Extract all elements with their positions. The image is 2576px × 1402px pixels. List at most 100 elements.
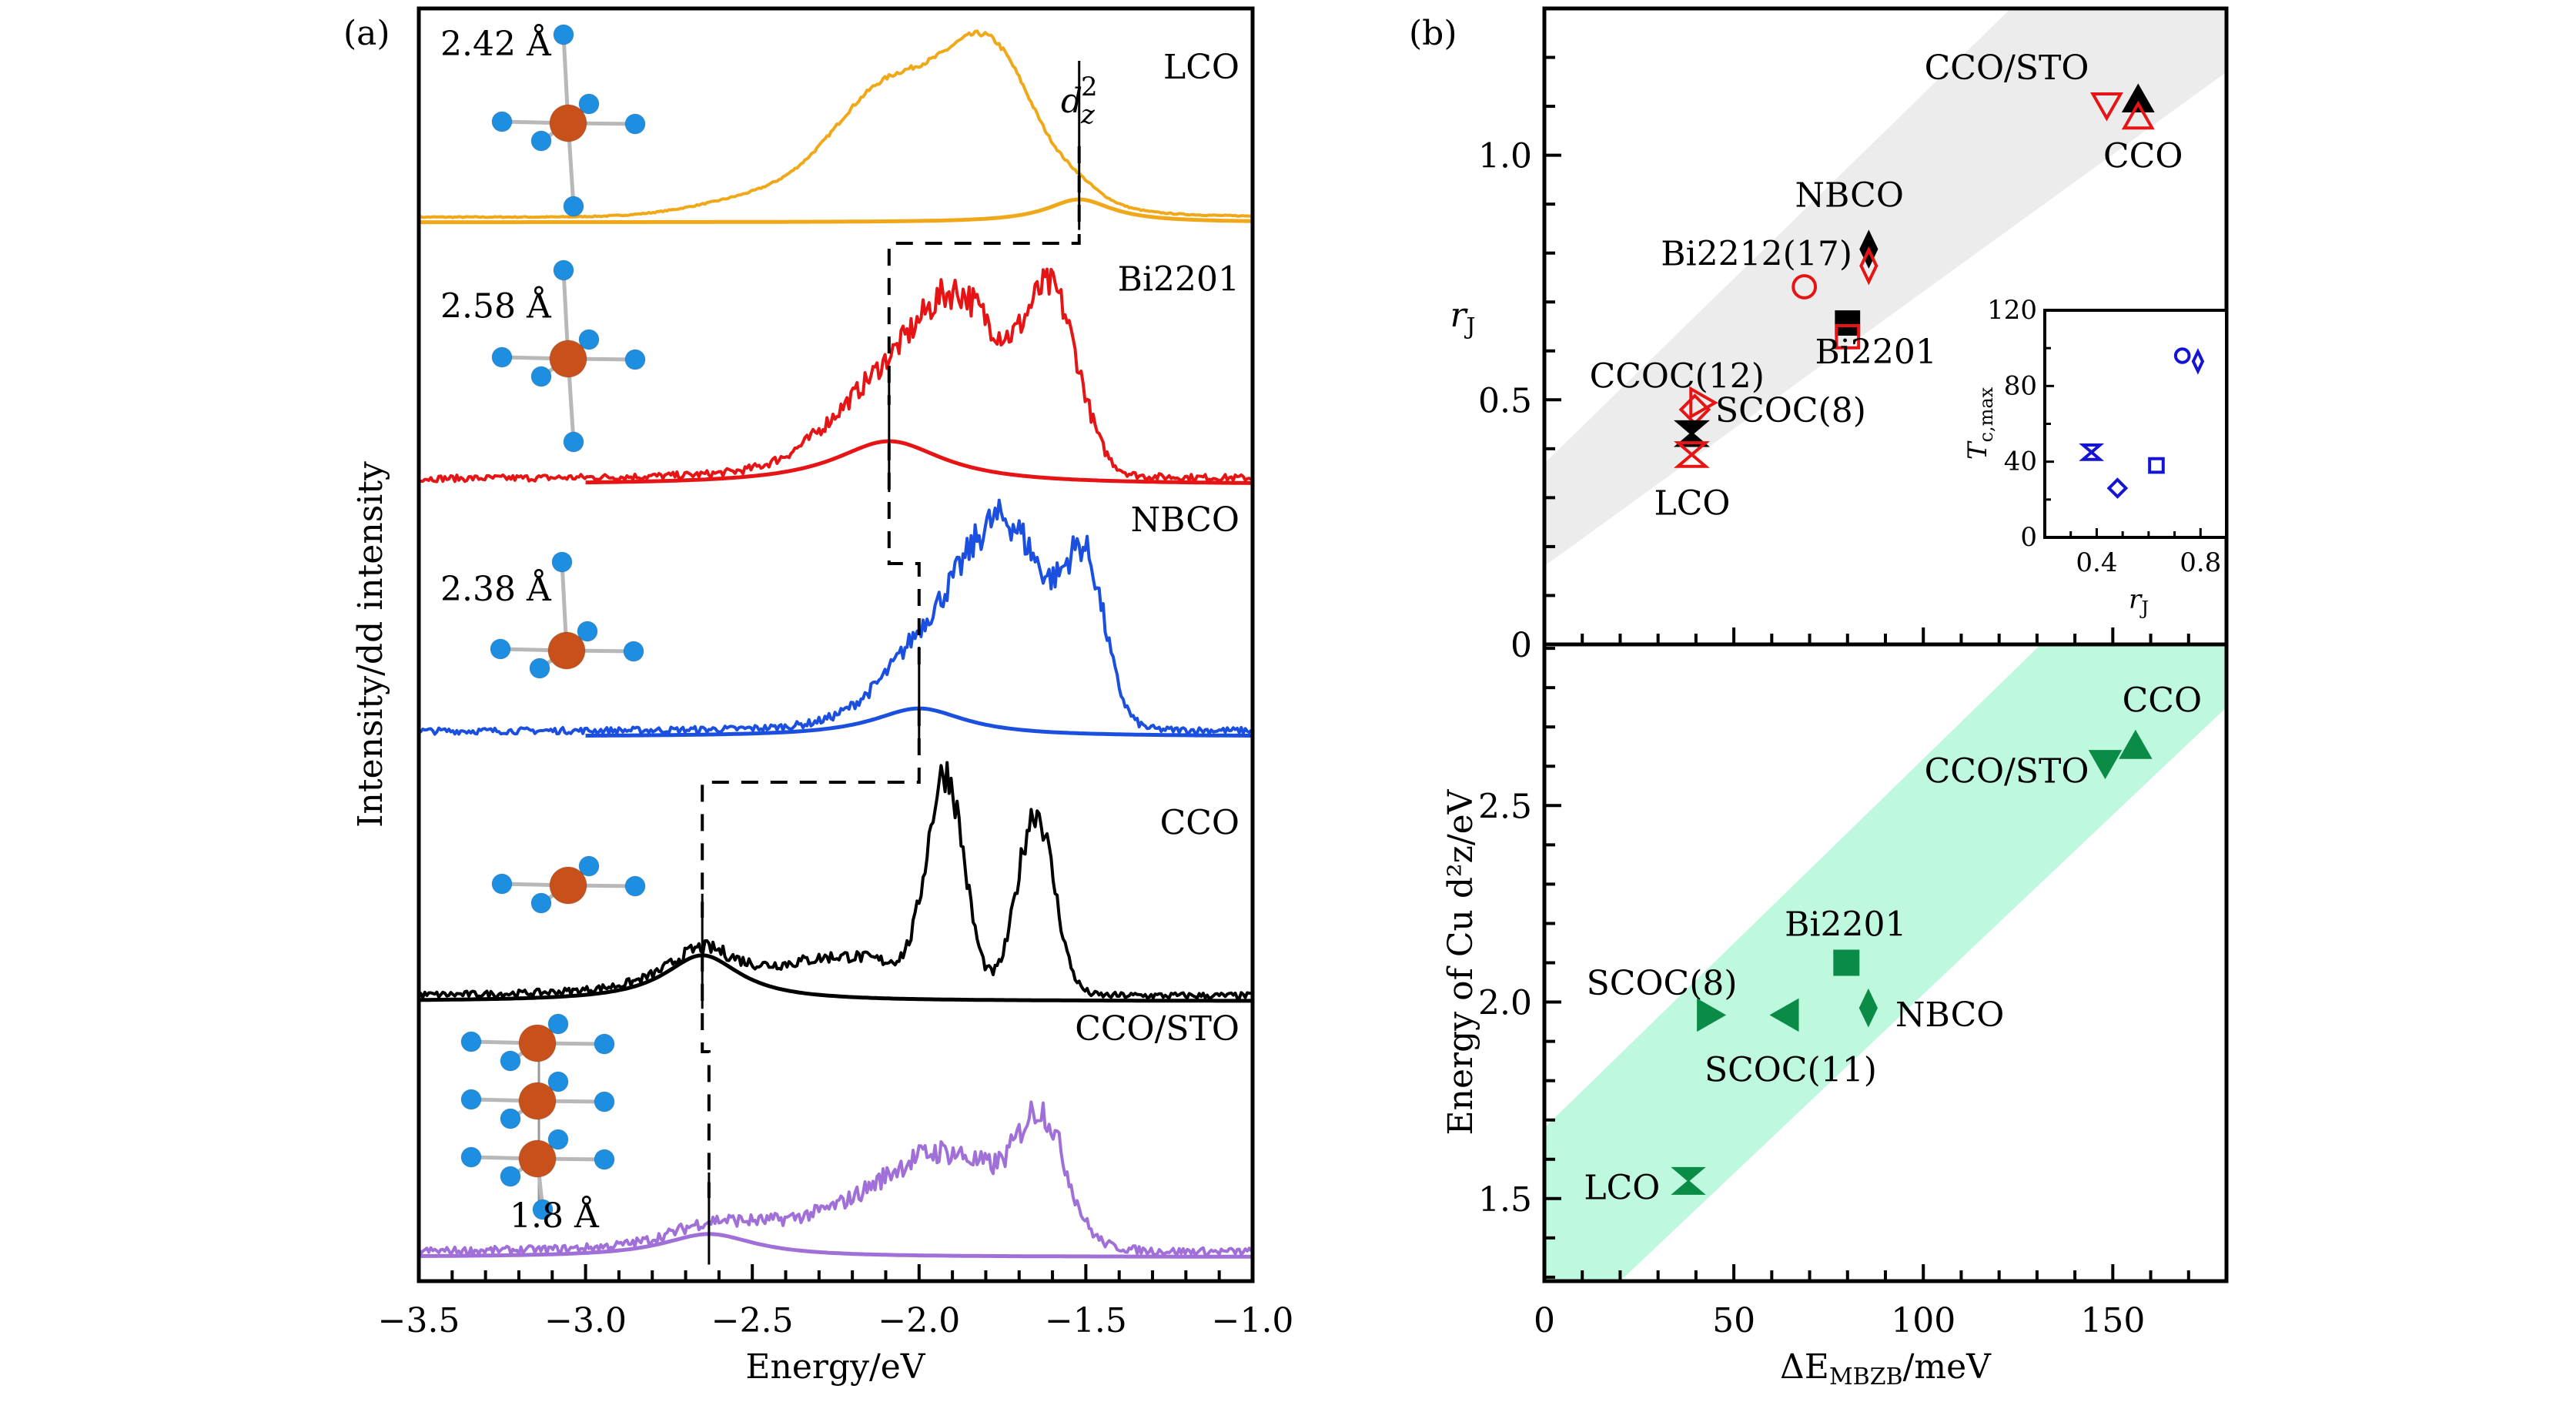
inset-x-title: rJ [2129,584,2149,619]
copper-atom [549,866,587,905]
bottom-x-title-main: ΔE [1780,1347,1829,1387]
oxygen-atom [623,641,644,662]
point-label: SCOC(8) [1587,964,1738,1003]
copper-atom [518,1024,557,1062]
oxygen-atom [553,24,574,45]
spectrum-cco [418,761,1252,1000]
top-y-title-main: r [1450,296,1468,335]
marker-tri-down [2088,750,2123,780]
dashed-guide [701,709,921,918]
structures [460,24,646,1220]
y-tick-label: 1.5 [1478,1180,1532,1220]
marker-hourglass [1674,420,1710,447]
spectrum-nbco [417,498,1253,736]
x-axis-title: Energy/eV [745,1347,925,1387]
orbital-label: d 2 z [1061,72,1098,130]
oxygen-atom [551,551,573,573]
oxygen-atom [500,1050,521,1072]
spectrum-bi2201 [418,267,1253,484]
x-axis: −3.5 −3.0 −2.5 −2.0 −1.5 −1.0 [378,1264,1293,1340]
fit-curve [585,439,1253,485]
y-tick-label: 1.0 [1478,137,1532,176]
x-tick-label: 150 [2080,1301,2145,1340]
inset-axes: 0.4 0.8 0 40 80 120 [1987,295,2221,578]
marker-thin-diamond [1858,988,1878,1028]
b-axes: 0 50 100 150 0 0.5 1.0 1.5 2.0 2.5 [1478,7,2228,1340]
copper-atom [547,631,586,670]
x-tick-label: 0 [1534,1301,1555,1340]
fit-curve [418,953,1253,1003]
point-label: CCO/STO [1925,49,2089,88]
oxygen-atom [577,621,598,642]
orbital-d: d [1061,82,1082,121]
bottom-annotations: CCO CCO/STO Bi2201 SCOC(8) NBCO SCOC(11) LCO [1584,681,2202,1207]
oxygen-atom [500,1166,521,1187]
y-tick-label: 0.5 [1478,381,1532,420]
oxygen-atom [624,875,646,897]
bottom-x-title-sub: MBZB [1829,1364,1903,1390]
marker-tri-down [2090,92,2123,122]
oxygen-atom [460,1089,482,1110]
oxygen-atom [553,259,574,281]
series-label: LCO [1163,48,1239,87]
panel-a-label: (a) [343,14,390,53]
panel-b-label: (b) [1409,14,1457,53]
spectrum-lco [418,29,1252,219]
bond-length-label: 2.58 Å [440,286,552,326]
marker-tri-left [1769,998,1799,1032]
cuo-unit [491,259,646,453]
cuo-unit [460,1129,615,1220]
bottom-y-title: Energy of Cu d²z/eV [1441,788,1480,1135]
cuo-unit [460,1013,615,1072]
cuo-unit [491,24,646,217]
cuo-unit [490,551,644,679]
oxygen-atom [530,366,552,387]
panel-a-frame [417,6,1255,1283]
marker-diamond [2106,477,2129,499]
copper-atom [549,104,587,142]
series-label: CCO/STO [1075,1009,1239,1049]
orbital-sub: z [1080,99,1096,130]
point-label: CCO/STO [1925,751,2089,791]
confidence-band [1544,8,2226,567]
top-y-title: rJ [1450,296,1475,340]
bond-length-label: 2.38 Å [440,568,552,609]
oxygen-atom [547,1129,569,1150]
oxygen-atom [594,1033,615,1055]
point-label: NBCO [1795,176,1904,215]
dashed-guides [701,146,1081,1198]
dashed-guide [887,443,921,672]
orbital-sup: 2 [1081,72,1098,102]
inset: 0.4 0.8 0 40 80 120 rJ Tc,max [1962,295,2228,619]
x-tick-label: −3.0 [544,1301,627,1340]
oxygen-atom [563,196,584,217]
panel-a: (a) LCO 2.42 Å Bi2201 2.58 Å NBCO 2.38 Å CCO CC… [343,6,1293,1387]
oxygen-atom [594,1149,615,1170]
fit-curve [419,1232,1253,1259]
point-label: LCO [1584,1168,1660,1207]
oxygen-atom [460,1031,482,1052]
dashed-guide [887,146,1081,405]
inset-y-title-sub: c,max [1975,386,1997,442]
oxygen-atom [530,130,552,152]
inset-x-tick-label: 0.8 [2180,547,2221,578]
oxygen-atom [491,873,513,895]
series-labels: LCO 2.42 Å Bi2201 2.58 Å NBCO 2.38 Å CCO CCO/ST… [440,23,1239,1236]
oxygen-atom [578,855,600,877]
marker-tri-up [2119,729,2153,759]
bottom-band [1544,644,2226,1281]
marker-thin-diamond [2191,348,2205,375]
marker-hourglass [2079,443,2105,461]
inset-frame [2043,309,2228,539]
spectra [417,29,1253,1265]
x-tick-label: −1.5 [1045,1301,1127,1340]
marker-hourglass [1674,441,1710,468]
point-label: Bi2201 [1815,333,1936,372]
top-annotations: CCO/STO CCO NBCO Bi2212(17) Bi2201 CCOC(12)SC… [1590,49,2183,523]
marker-tri-up [2121,83,2155,112]
inset-y-tick-label: 120 [1987,295,2037,326]
point-label: Bi2201 [1785,905,1906,944]
x-tick-label: 50 [1712,1301,1755,1340]
oxygen-atom [529,658,550,679]
